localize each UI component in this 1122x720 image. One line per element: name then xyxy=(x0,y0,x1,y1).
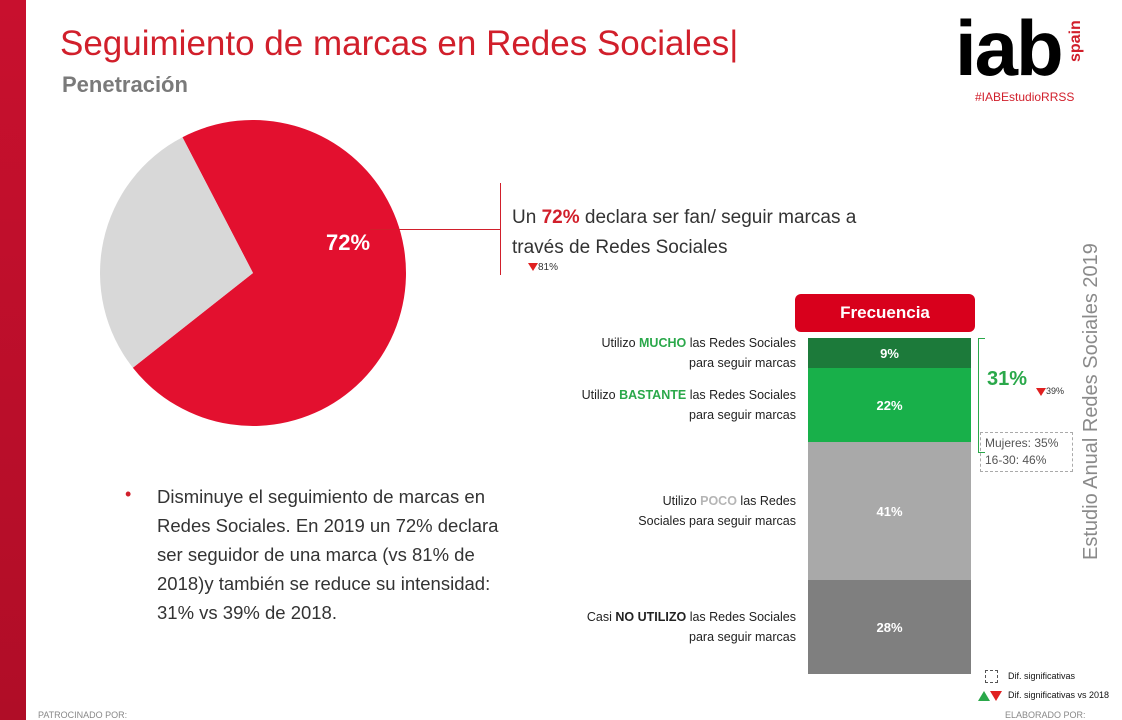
pie-slice xyxy=(100,137,253,368)
legend-significant-vs: Dif. significativas vs 2018 xyxy=(978,690,1109,701)
segment-data-label: 41% xyxy=(876,503,903,519)
pie-data-label: 72% xyxy=(326,230,370,255)
dashed-box-icon xyxy=(985,670,998,683)
decrease-arrow-icon xyxy=(1036,387,1046,396)
pie-chart: 72% xyxy=(100,120,407,426)
summary-bracket xyxy=(978,338,985,453)
callout-divider xyxy=(500,183,501,275)
page-subtitle: Penetración xyxy=(62,72,188,97)
frequency-row-label: Utilizo MUCHO las Redes Sociales para seg… xyxy=(601,336,796,370)
summary-percent: 31% xyxy=(987,368,1028,390)
bullet-paragraph: • Disminuye el seguimiento de marcas en … xyxy=(125,482,520,627)
logo-suffix: spain xyxy=(1067,20,1084,62)
stacked-bar-segment: 28% xyxy=(808,580,971,674)
legend-significant: Dif. significativas xyxy=(985,670,1075,683)
footer-author: ELABORADO POR: xyxy=(1005,710,1086,720)
callout-text-before: Un xyxy=(512,207,542,228)
callout-connector xyxy=(370,229,500,230)
callout-previous: 81% xyxy=(528,262,558,273)
callout-highlight: 72% xyxy=(541,207,580,228)
increase-arrow-icon xyxy=(978,690,990,701)
left-accent-bar xyxy=(0,0,26,720)
footer-sponsor: PATROCINADO POR: xyxy=(38,710,128,720)
legend-significant-label: Dif. significativas xyxy=(1008,670,1076,681)
frequency-row-label: Utilizo POCO las Redes Sociales para segu… xyxy=(638,494,796,528)
frequency-row-label: Casi NO UTILIZO las Redes Sociales para s… xyxy=(586,610,796,644)
segment-data-label: 9% xyxy=(880,345,899,361)
stacked-bar-segment: 9% xyxy=(808,338,971,368)
decrease-arrow-icon xyxy=(528,263,538,272)
side-vertical-text: Estudio Anual Redes Sociales 2019 xyxy=(1080,243,1102,560)
bullet-text: Disminuye el seguimiento de marcas en Re… xyxy=(157,486,499,623)
bullet-icon: • xyxy=(125,484,132,504)
callout-text-after: declara ser fan/ seguir marcas a través … xyxy=(512,207,857,258)
callout-text: Un 72% declara ser fan/ seguir marcas a … xyxy=(512,203,872,263)
summary-previous-value: 39% xyxy=(1046,386,1065,396)
summary-previous: 39% xyxy=(1036,386,1064,396)
segment-data-label: 22% xyxy=(876,397,903,413)
segment-data-label: 28% xyxy=(876,619,903,635)
significance-box: Mujeres: 35% 16-30: 46% xyxy=(980,432,1073,472)
page-title: Seguimiento de marcas en Redes Sociales| xyxy=(60,24,739,63)
pie-slice xyxy=(132,120,407,426)
legend-significant-vs-label: Dif. significativas vs 2018 xyxy=(1008,690,1110,700)
hashtag: #IABEstudioRRSS xyxy=(975,90,1075,104)
callout-previous-value: 81% xyxy=(538,262,559,273)
significance-line: Mujeres: 35% xyxy=(985,436,1059,450)
significance-line: 16-30: 46% xyxy=(985,453,1047,467)
stacked-bar-segment: 41% xyxy=(808,442,971,580)
stacked-bar-segment: 22% xyxy=(808,368,971,442)
decrease-arrow-icon xyxy=(990,690,1002,701)
logo-text: iab xyxy=(955,4,1064,92)
frequency-row-label: Utilizo BASTANTE las Redes Sociales para … xyxy=(581,388,796,422)
frequency-header: Frecuencia xyxy=(795,294,975,332)
iab-logo: iab spain xyxy=(955,8,1095,88)
